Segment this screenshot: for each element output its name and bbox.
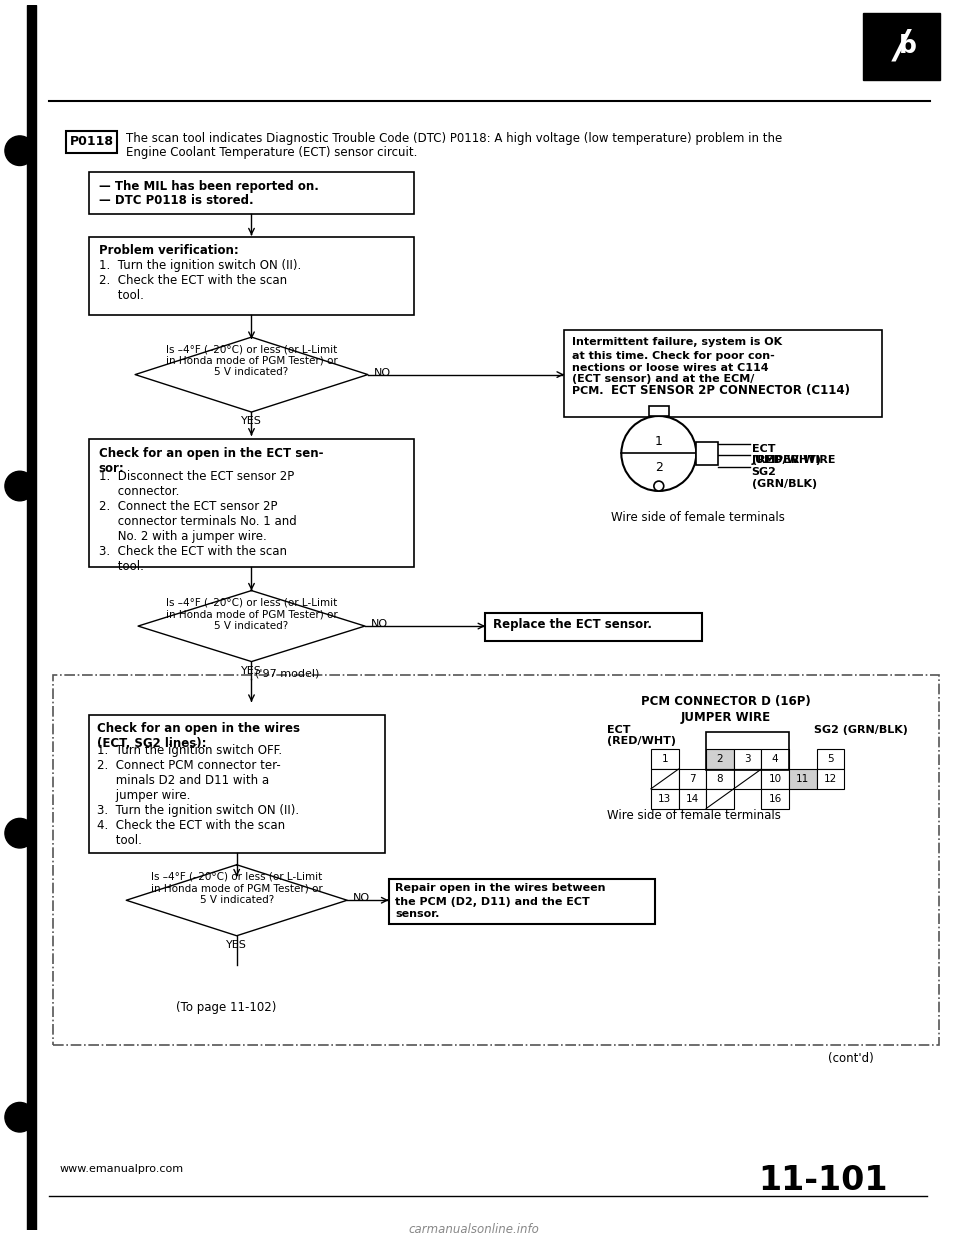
Text: Replace the ECT sensor.: Replace the ECT sensor. (493, 619, 652, 631)
Text: 1.  Turn the ignition switch OFF.
2.  Connect PCM connector ter-
     minals D2 : 1. Turn the ignition switch OFF. 2. Conn… (97, 744, 299, 847)
Text: 1: 1 (661, 754, 668, 764)
Bar (651, 749, 679, 769)
Text: Intermittent failure, system is OK: Intermittent failure, system is OK (572, 337, 782, 347)
Text: 1.  Turn the ignition switch ON (II).
2.  Check the ECT with the scan
     tool.: 1. Turn the ignition switch ON (II). 2. … (99, 260, 300, 302)
Circle shape (5, 818, 35, 848)
Bar (707, 732, 789, 770)
Text: Problem verification:: Problem verification: (99, 245, 238, 257)
Bar (66, 130, 117, 153)
Text: 8: 8 (717, 774, 723, 784)
Bar (389, 878, 655, 924)
Bar (817, 769, 844, 789)
Text: — DTC P0118 is stored.: — DTC P0118 is stored. (99, 194, 253, 207)
Bar (27, 5, 36, 1230)
Text: 2: 2 (655, 461, 662, 473)
Text: 16: 16 (769, 794, 781, 804)
Bar (485, 614, 702, 641)
Text: JUMPER WIRE: JUMPER WIRE (681, 710, 771, 724)
Text: carmanualsonline.info: carmanualsonline.info (408, 1222, 539, 1236)
Text: NO: NO (373, 368, 391, 378)
Text: — The MIL has been reported on.: — The MIL has been reported on. (99, 180, 319, 194)
Text: Is –4°F (–20°C) or less (or L-Limit
in Honda mode of PGM Tester) or
5 V indicate: Is –4°F (–20°C) or less (or L-Limit in H… (166, 344, 337, 378)
Polygon shape (135, 337, 368, 412)
Polygon shape (126, 864, 348, 935)
Text: 13: 13 (659, 794, 671, 804)
Text: Is –4°F (–20°C) or less (or L-Limit
in Honda mode of PGM Tester) or
5 V indicate: Is –4°F (–20°C) or less (or L-Limit in H… (151, 872, 323, 905)
Polygon shape (138, 590, 365, 662)
Text: 7: 7 (689, 774, 696, 784)
Bar (789, 769, 817, 789)
Text: The scan tool indicates Diagnostic Trouble Code (DTC) P0118: A high voltage (low: The scan tool indicates Diagnostic Troub… (126, 132, 782, 145)
Text: 1.  Disconnect the ECT sensor 2P
     connector.
2.  Connect the ECT sensor 2P
 : 1. Disconnect the ECT sensor 2P connecto… (99, 471, 297, 574)
Bar (679, 789, 707, 809)
Text: 3: 3 (744, 754, 751, 764)
Bar (761, 769, 789, 789)
Text: Wire side of female terminals: Wire side of female terminals (612, 510, 785, 524)
Text: Check for an open in the wires
(ECT, SG2 lines):: Check for an open in the wires (ECT, SG2… (97, 722, 300, 750)
Text: 2: 2 (717, 754, 723, 764)
Bar (649, 406, 669, 416)
Bar (817, 749, 844, 769)
Text: SG2
(GRN/BLK): SG2 (GRN/BLK) (752, 467, 817, 489)
Text: Is –4°F (–20°C) or less (or L-Limit
in Honda mode of PGM Tester) or
5 V indicate: Is –4°F (–20°C) or less (or L-Limit in H… (166, 597, 337, 631)
Bar (564, 330, 881, 417)
Text: ('97 model): ('97 model) (255, 668, 320, 678)
Bar (707, 769, 733, 789)
Circle shape (5, 135, 35, 165)
Bar (863, 12, 940, 79)
Text: 11-101: 11-101 (758, 1164, 888, 1196)
Text: Wire side of female terminals: Wire side of female terminals (607, 809, 780, 821)
Text: Repair open in the wires between: Repair open in the wires between (396, 883, 606, 893)
Text: P0118: P0118 (70, 135, 113, 148)
Text: ECT
(RED/WHT): ECT (RED/WHT) (752, 443, 821, 466)
Circle shape (5, 471, 35, 501)
Text: 12: 12 (824, 774, 837, 784)
Bar (88, 236, 414, 315)
Bar (679, 769, 707, 789)
Bar (761, 789, 789, 809)
Text: at this time. Check for poor con-
nections or loose wires at C114
(ECT sensor) a: at this time. Check for poor con- nectio… (572, 351, 775, 396)
Text: ECT
(RED/WHT): ECT (RED/WHT) (607, 724, 676, 746)
Bar (651, 769, 679, 789)
Bar (88, 438, 414, 566)
Text: YES: YES (241, 416, 262, 426)
Text: Check for an open in the ECT sen-
sor:: Check for an open in the ECT sen- sor: (99, 447, 324, 474)
Text: www.emanualpro.com: www.emanualpro.com (60, 1164, 183, 1174)
Bar (53, 676, 939, 1046)
Text: b: b (899, 35, 916, 58)
Bar (707, 749, 733, 769)
Text: 5: 5 (828, 754, 833, 764)
Bar (707, 789, 733, 809)
Bar (88, 173, 414, 214)
Bar (761, 749, 789, 769)
Text: YES: YES (241, 666, 262, 676)
Text: (To page 11-102): (To page 11-102) (176, 1001, 276, 1013)
Text: ECT SENSOR 2P CONNECTOR (C114): ECT SENSOR 2P CONNECTOR (C114) (612, 385, 851, 397)
Circle shape (5, 1103, 35, 1131)
Text: JUMPER WIRE: JUMPER WIRE (752, 456, 836, 466)
Bar (733, 749, 761, 769)
Text: (cont'd): (cont'd) (828, 1052, 875, 1066)
Text: YES: YES (227, 940, 247, 950)
Text: Engine Coolant Temperature (ECT) sensor circuit.: Engine Coolant Temperature (ECT) sensor … (126, 145, 418, 159)
Bar (651, 789, 679, 809)
Bar (733, 769, 761, 789)
Text: NO: NO (353, 893, 371, 903)
Text: SG2 (GRN/BLK): SG2 (GRN/BLK) (814, 724, 907, 735)
Text: 10: 10 (769, 774, 781, 784)
Bar (696, 442, 718, 466)
Bar (88, 715, 385, 853)
Text: 4: 4 (772, 754, 779, 764)
Circle shape (621, 416, 696, 491)
Text: /: / (895, 27, 908, 65)
Text: 1: 1 (655, 435, 662, 448)
Text: NO: NO (371, 619, 388, 630)
Text: 14: 14 (685, 794, 699, 804)
Circle shape (654, 481, 663, 491)
Text: PCM CONNECTOR D (16P): PCM CONNECTOR D (16P) (641, 696, 811, 708)
Text: the PCM (D2, D11) and the ECT
sensor.: the PCM (D2, D11) and the ECT sensor. (396, 897, 590, 919)
Text: 11: 11 (796, 774, 809, 784)
